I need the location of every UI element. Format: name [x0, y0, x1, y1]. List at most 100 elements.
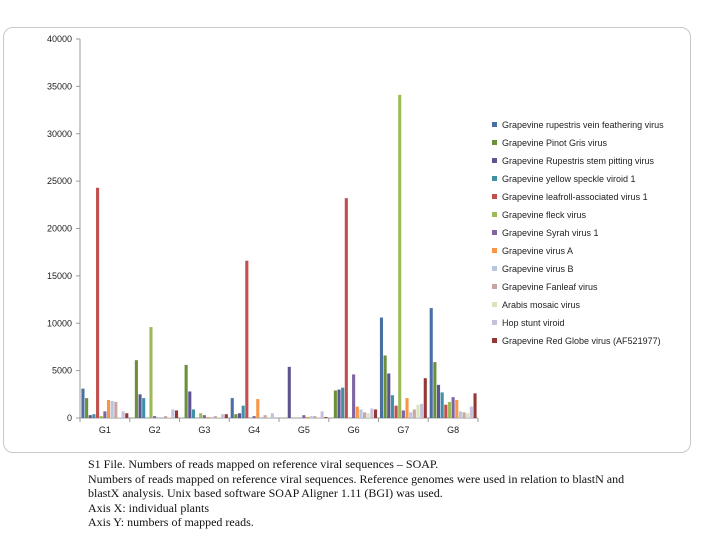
bar-G7-series-4 [390, 395, 394, 418]
bar-G8-series-12 [469, 406, 473, 418]
x-tick-label: G4 [248, 425, 260, 435]
legend-entry: Grapevine rupestris vein feathering viru… [502, 120, 664, 130]
bar-G5-series-7 [302, 415, 306, 418]
legend-entry: Hop stunt viroid [502, 318, 565, 328]
bar-G5-series-8 [305, 417, 310, 418]
bar-G3-series-2 [184, 364, 188, 418]
legend-swatch [492, 122, 497, 127]
bar-G6-series-8 [355, 406, 359, 418]
bar-G7-series-9 [409, 412, 413, 418]
bar-G1-series-12 [121, 411, 125, 418]
y-tick-label: 0 [67, 413, 72, 423]
bar-G3-series-11 [217, 417, 221, 418]
bar-G6-series-11 [366, 413, 370, 418]
bar-G8-series-7 [451, 397, 455, 418]
bar-G7-series-7 [401, 410, 405, 418]
bar-G7-series-13 [423, 378, 427, 418]
y-tick-label: 10000 [47, 318, 72, 328]
bar-G7-series-2 [383, 355, 387, 418]
bar-G7-series-3 [387, 373, 391, 418]
legend-swatch [492, 230, 497, 235]
bar-G4-series-2 [234, 414, 238, 418]
bar-G2-series-7 [153, 416, 157, 418]
y-tick-label: 40000 [47, 34, 72, 44]
bar-G8-series-10 [462, 412, 466, 418]
bar-G7-series-6 [398, 94, 402, 419]
bar-G8-series-6 [447, 401, 452, 418]
legend-entry: Grapevine leafroll-associated virus 1 [502, 192, 648, 202]
bar-G6-series-7 [352, 374, 356, 418]
bar-G1-series-3 [88, 415, 92, 418]
bar-G7-series-8 [405, 398, 409, 418]
caption-line-title: S1 File. Numbers of reads mapped on refe… [88, 457, 439, 471]
bar-G1-series-7 [103, 411, 107, 418]
legend-entry: Grapevine virus B [502, 264, 574, 274]
y-tick-label: 25000 [47, 176, 72, 186]
bar-G2-series-12 [171, 409, 175, 418]
bar-G4-series-10 [263, 415, 267, 418]
bar-G1-series-10 [114, 401, 118, 418]
legend-swatch [492, 338, 497, 343]
caption-line-description: Numbers of reads mapped on reference vir… [88, 471, 625, 486]
legend-swatch [492, 140, 497, 145]
legend-entry: Grapevine fleck virus [502, 210, 587, 220]
bar-G1-series-8 [106, 400, 111, 418]
bar-G2-series-2 [134, 360, 138, 418]
x-tick-label: G7 [397, 425, 409, 435]
y-tick-label: 35000 [47, 81, 72, 91]
bar-G5-series-3 [287, 366, 291, 418]
bar-G3-series-8 [206, 417, 210, 418]
y-tick-label: 5000 [52, 366, 72, 376]
bar-G7-series-11 [416, 404, 420, 418]
figure-caption: S1 File. Numbers of reads mapped on refe… [88, 457, 648, 530]
bar-G8-series-9 [458, 411, 462, 418]
bar-G5-series-9 [309, 416, 313, 418]
bar-G4-series-9 [259, 417, 263, 418]
bar-G4-series-4 [241, 405, 245, 418]
bar-G3-series-10 [213, 416, 217, 418]
bar-G6-series-12 [370, 408, 374, 418]
bar-G8-series-1 [429, 308, 433, 418]
bar-G3-series-6 [199, 413, 203, 418]
caption-line-axis-x: Axis X: individual plants [88, 500, 209, 515]
legend-swatch [492, 194, 497, 199]
bar-G8-series-2 [433, 362, 437, 418]
bar-G2-series-6 [149, 327, 153, 418]
bar-G2-series-4 [142, 398, 146, 418]
legend-swatch [492, 158, 497, 163]
bar-G1-series-5 [96, 187, 100, 418]
legend-swatch [492, 266, 497, 271]
bar-G1-series-4 [92, 414, 96, 418]
bar-G5-series-13 [324, 417, 328, 418]
x-tick-label: G8 [447, 425, 459, 435]
bar-G8-series-8 [455, 400, 459, 418]
legend-swatch [492, 320, 497, 325]
bar-G6-series-9 [359, 409, 363, 418]
bar-G3-series-3 [188, 391, 192, 418]
bar-G4-series-1 [230, 398, 234, 418]
x-tick-label: G3 [198, 425, 210, 435]
x-tick-label: G5 [298, 425, 310, 435]
bar-G4-series-7 [252, 416, 256, 418]
bar-G7-series-5 [394, 405, 398, 418]
bar-G2-series-13 [174, 410, 179, 418]
y-tick-label: 15000 [47, 271, 72, 281]
bar-G6-series-13 [373, 409, 378, 418]
legend-swatch [492, 302, 497, 307]
bar-G7-series-12 [420, 403, 424, 418]
bar-G2-series-10 [164, 416, 168, 418]
legend-entry: Grapevine Syrah virus 1 [502, 228, 599, 238]
legend-swatch [492, 212, 497, 217]
bar-G4-series-3 [237, 413, 242, 418]
bar-G8-series-5 [444, 404, 448, 418]
legend-swatch [492, 284, 497, 289]
bar-G1-series-9 [110, 400, 114, 418]
bar-G3-series-4 [191, 409, 195, 418]
legend-entry: Grapevine Red Globe virus (AF521977) [502, 336, 661, 346]
bar-G8-series-11 [466, 413, 470, 418]
caption-line-axis-y: Axis Y: numbers of mapped reads. [88, 515, 254, 530]
bar-G3-series-9 [210, 417, 214, 418]
bar-G6-series-5 [344, 198, 348, 418]
bar-G4-series-11 [267, 417, 271, 418]
